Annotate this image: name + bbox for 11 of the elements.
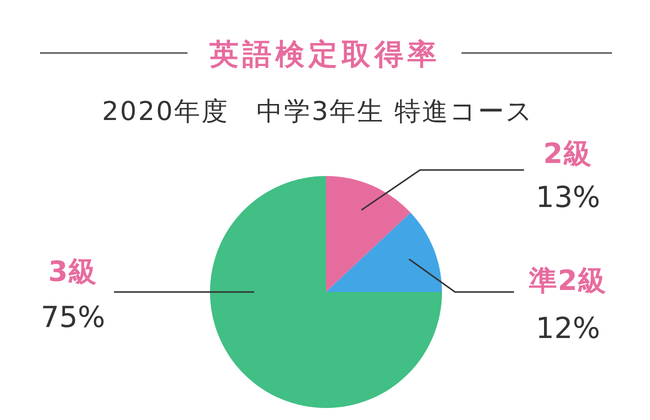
data-label: 13% xyxy=(536,180,600,214)
pie-slice xyxy=(326,212,442,292)
slice-label: 準2級 xyxy=(528,264,608,297)
pie-slice xyxy=(210,176,442,408)
pie-slice xyxy=(326,176,411,292)
slice-label: 2級 xyxy=(543,137,593,170)
chart-subtitle: 2020年度 中学3年生 特進コース xyxy=(102,97,534,127)
slice-label: 3級 xyxy=(48,255,98,288)
data-label: 75% xyxy=(40,300,106,334)
data-label: 12% xyxy=(536,311,600,345)
chart-title: 英語検定取得率 xyxy=(208,37,440,71)
